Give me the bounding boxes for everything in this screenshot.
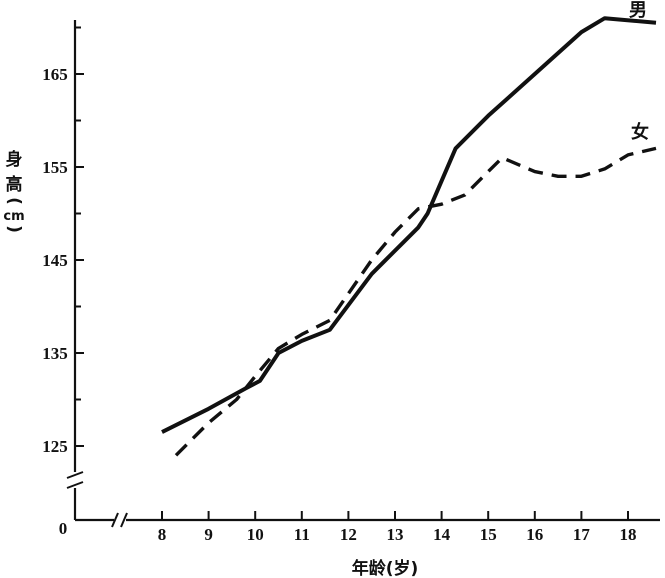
x-tick-label: 16 (526, 525, 543, 544)
y-tick-label: 135 (42, 344, 68, 363)
series-label-female: 女 (631, 121, 649, 143)
x-tick-label: 18 (620, 525, 637, 544)
x-tick-label: 15 (480, 525, 497, 544)
x-tick-label: 8 (158, 525, 167, 544)
y-axis-title-part: 身 (6, 149, 23, 170)
series-group (161, 16, 657, 457)
x-tick-label: 13 (387, 525, 404, 544)
y-tick-label: 165 (42, 65, 68, 84)
y-tick-label: 125 (42, 437, 68, 456)
y-axis-title-part: ) (4, 225, 24, 233)
x-axis-break-mark-1 (111, 512, 119, 528)
series-label-male: 男 (629, 0, 647, 21)
x-axis-title: 年龄(岁) (352, 558, 419, 578)
series-line-female (174, 146, 657, 457)
x-tick-label: 9 (204, 525, 213, 544)
origin-label: 0 (59, 519, 68, 538)
x-tick-label: 14 (433, 525, 451, 544)
x-tick-label: 10 (247, 525, 264, 544)
x-tick-label: 11 (294, 525, 310, 544)
axes: 0 (59, 20, 660, 538)
y-ticks: 125 135 145 155 165 (42, 26, 84, 456)
y-axis-title-part: ( (4, 197, 24, 205)
x-ticks: 8 9 10 11 12 13 14 15 16 17 18 (158, 511, 637, 544)
y-axis-title-part: 高 (6, 174, 23, 195)
x-tick-label: 12 (340, 525, 357, 544)
y-axis-break-mark-1 (66, 471, 84, 479)
series-line-male (161, 16, 657, 434)
y-tick-label: 145 (42, 251, 68, 270)
y-tick-label: 155 (42, 158, 68, 177)
y-axis-title-part: cm (3, 209, 24, 224)
x-tick-label: 17 (573, 525, 591, 544)
x-axis-break-mark-2 (120, 512, 128, 528)
y-axis-break-mark-2 (66, 481, 84, 489)
